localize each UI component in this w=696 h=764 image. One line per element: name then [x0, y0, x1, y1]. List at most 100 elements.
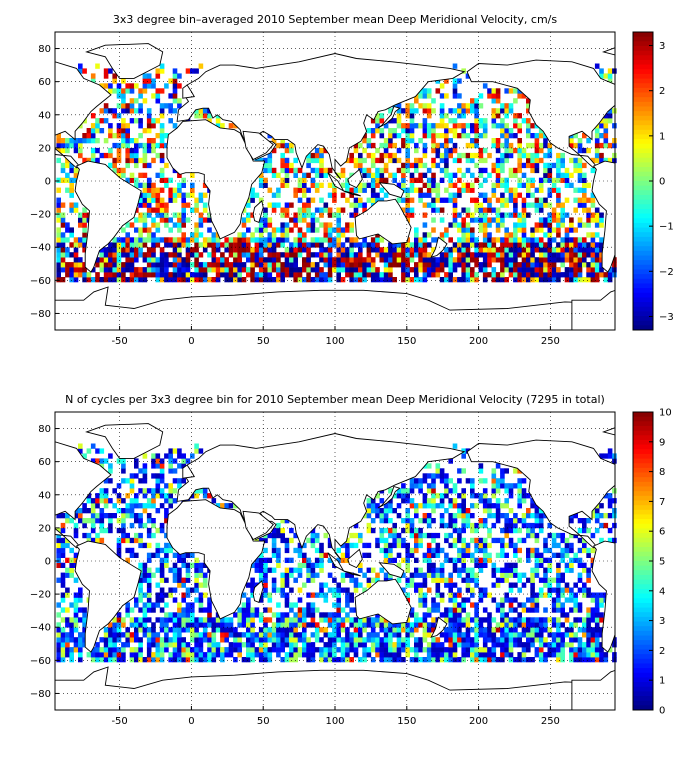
bin-cell: [250, 637, 255, 642]
bin-cell: [130, 222, 135, 227]
bin-cell: [362, 203, 367, 208]
bin-cell: [453, 597, 458, 602]
bin-cell: [483, 488, 488, 493]
bin-cell: [250, 272, 255, 277]
bin-cell: [586, 647, 591, 652]
bin-cell: [104, 247, 109, 252]
bin-cell: [280, 262, 285, 267]
bin-cell: [100, 647, 105, 652]
bin-cell: [186, 257, 191, 262]
bin-cell: [431, 143, 436, 148]
bin-cell: [444, 657, 449, 662]
bin-cell: [457, 277, 462, 282]
bin-cell: [298, 647, 303, 652]
bin-cell: [492, 488, 497, 493]
bin-cell: [65, 267, 70, 272]
bin-cell: [401, 138, 406, 143]
bin-cell: [500, 607, 505, 612]
bin-cell: [479, 543, 484, 548]
bin-cell: [336, 208, 341, 213]
bin-cell: [177, 617, 182, 622]
bin-cell: [565, 553, 570, 558]
bin-cell: [168, 188, 173, 193]
colorbar-segment: [633, 242, 653, 247]
bin-cell: [517, 113, 522, 118]
bin-cell: [392, 247, 397, 252]
bin-cell: [199, 242, 204, 247]
bin-cell: [586, 578, 591, 583]
bin-cell: [410, 108, 415, 113]
bin-cell: [56, 548, 61, 553]
bin-cell: [604, 272, 609, 277]
bin-cell: [272, 583, 277, 588]
bin-cell: [156, 173, 161, 178]
bin-cell: [69, 647, 74, 652]
bin-cell: [203, 488, 208, 493]
bin-cell: [354, 198, 359, 203]
bin-cell: [569, 637, 574, 642]
bin-cell: [565, 213, 570, 218]
bin-cell: [522, 148, 527, 153]
bin-cell: [160, 178, 165, 183]
bin-cell: [74, 168, 79, 173]
bin-cell: [565, 543, 570, 548]
bin-cell: [431, 148, 436, 153]
bin-cell: [173, 98, 178, 103]
bin-cell: [186, 568, 191, 573]
bin-cell: [147, 183, 152, 188]
bin-cell: [233, 272, 238, 277]
bin-cell: [535, 267, 540, 272]
bin-cell: [548, 578, 553, 583]
bin-cell: [487, 528, 492, 533]
bin-cell: [388, 277, 393, 282]
bin-cell: [552, 237, 557, 242]
bin-cell: [401, 173, 406, 178]
bin-cell: [186, 203, 191, 208]
bin-cell: [496, 622, 501, 627]
bin-cell: [410, 247, 415, 252]
bin-cell: [431, 483, 436, 488]
bin-cell: [466, 277, 471, 282]
bin-cell: [414, 548, 419, 553]
bin-cell: [190, 193, 195, 198]
bin-cell: [535, 568, 540, 573]
bin-cell: [147, 257, 152, 262]
bin-cell: [410, 267, 415, 272]
bin-cell: [384, 548, 389, 553]
bin-cell: [121, 267, 126, 272]
bin-cell: [470, 573, 475, 578]
bin-cell: [388, 533, 393, 538]
bin-cell: [349, 622, 354, 627]
bin-cell: [492, 143, 497, 148]
bin-cell: [517, 217, 522, 222]
bin-cell: [186, 272, 191, 277]
bin-cell: [242, 267, 247, 272]
bin-cell: [354, 208, 359, 213]
bin-cell: [556, 173, 561, 178]
bin-cell: [311, 213, 316, 218]
bin-cell: [280, 583, 285, 588]
bin-cell: [293, 622, 298, 627]
bin-cell: [156, 257, 161, 262]
bin-cell: [138, 533, 143, 538]
bin-cell: [293, 632, 298, 637]
bin-cell: [108, 83, 113, 88]
bin-cell: [500, 578, 505, 583]
bin-cell: [552, 578, 557, 583]
bin-cell: [61, 168, 66, 173]
bin-cell: [504, 488, 509, 493]
bin-cell: [194, 622, 199, 627]
bin-cell: [138, 563, 143, 568]
bin-cell: [108, 657, 113, 662]
bin-cell: [496, 498, 501, 503]
bin-cell: [431, 133, 436, 138]
bin-cell: [470, 272, 475, 277]
bin-cell: [125, 153, 130, 158]
bin-cell: [371, 272, 376, 277]
bin-cell: [186, 647, 191, 652]
bin-cell: [427, 657, 432, 662]
bin-cell: [341, 588, 346, 593]
bin-cell: [487, 657, 492, 662]
bin-cell: [194, 237, 199, 242]
bin-cell: [177, 558, 182, 563]
